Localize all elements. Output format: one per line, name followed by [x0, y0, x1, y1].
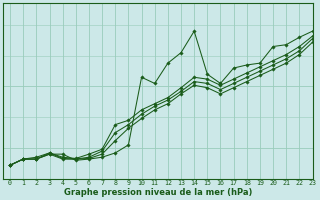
X-axis label: Graphe pression niveau de la mer (hPa): Graphe pression niveau de la mer (hPa): [64, 188, 252, 197]
